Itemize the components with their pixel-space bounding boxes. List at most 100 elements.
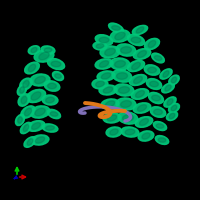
Ellipse shape: [152, 95, 160, 101]
Ellipse shape: [47, 109, 61, 119]
Ellipse shape: [103, 113, 121, 123]
Ellipse shape: [135, 117, 153, 127]
Ellipse shape: [28, 46, 40, 54]
Ellipse shape: [163, 71, 169, 77]
Ellipse shape: [97, 71, 115, 81]
Ellipse shape: [21, 106, 35, 118]
Ellipse shape: [35, 137, 45, 143]
Ellipse shape: [131, 89, 149, 99]
Ellipse shape: [106, 127, 122, 137]
Ellipse shape: [31, 123, 41, 129]
Ellipse shape: [24, 108, 32, 116]
Ellipse shape: [110, 58, 130, 70]
Ellipse shape: [150, 81, 158, 87]
Ellipse shape: [115, 32, 125, 40]
Ellipse shape: [18, 94, 30, 106]
Ellipse shape: [100, 46, 120, 58]
Ellipse shape: [165, 85, 171, 91]
Ellipse shape: [31, 92, 41, 100]
Ellipse shape: [27, 121, 45, 131]
Ellipse shape: [39, 52, 49, 60]
Ellipse shape: [47, 58, 65, 70]
Ellipse shape: [105, 48, 115, 56]
Ellipse shape: [169, 75, 179, 85]
Ellipse shape: [148, 92, 164, 104]
Ellipse shape: [95, 59, 113, 69]
Ellipse shape: [41, 46, 55, 54]
Ellipse shape: [46, 97, 54, 103]
Ellipse shape: [171, 77, 177, 83]
Ellipse shape: [92, 79, 108, 89]
Ellipse shape: [171, 105, 177, 111]
Ellipse shape: [137, 105, 147, 111]
Ellipse shape: [48, 83, 56, 89]
Ellipse shape: [96, 44, 104, 48]
Ellipse shape: [109, 23, 123, 33]
Ellipse shape: [35, 76, 45, 84]
Ellipse shape: [103, 87, 113, 93]
Ellipse shape: [23, 124, 29, 132]
Ellipse shape: [21, 96, 27, 104]
Ellipse shape: [118, 112, 138, 124]
Ellipse shape: [116, 98, 136, 110]
Ellipse shape: [30, 74, 50, 86]
Ellipse shape: [96, 81, 104, 87]
Ellipse shape: [127, 34, 145, 46]
Ellipse shape: [153, 121, 167, 131]
Ellipse shape: [114, 84, 134, 96]
Ellipse shape: [121, 127, 139, 137]
Ellipse shape: [121, 101, 131, 107]
Ellipse shape: [133, 49, 151, 59]
Ellipse shape: [158, 138, 166, 142]
Ellipse shape: [127, 60, 145, 72]
Ellipse shape: [119, 87, 129, 93]
Ellipse shape: [42, 95, 58, 105]
Ellipse shape: [34, 50, 54, 62]
Ellipse shape: [44, 48, 52, 52]
Ellipse shape: [31, 47, 37, 53]
Ellipse shape: [148, 40, 156, 48]
Ellipse shape: [133, 103, 151, 113]
Ellipse shape: [121, 47, 131, 53]
Ellipse shape: [160, 69, 172, 79]
Ellipse shape: [162, 83, 174, 93]
Ellipse shape: [42, 124, 58, 132]
Ellipse shape: [17, 85, 27, 95]
Ellipse shape: [117, 73, 127, 79]
Ellipse shape: [46, 126, 54, 130]
Ellipse shape: [23, 80, 29, 88]
Ellipse shape: [107, 115, 117, 121]
Ellipse shape: [110, 129, 118, 135]
Ellipse shape: [129, 74, 147, 86]
Ellipse shape: [142, 133, 150, 139]
Ellipse shape: [169, 113, 175, 119]
Ellipse shape: [164, 97, 176, 107]
Ellipse shape: [154, 56, 162, 60]
Ellipse shape: [44, 81, 60, 91]
Ellipse shape: [18, 117, 22, 123]
Ellipse shape: [25, 62, 39, 74]
Ellipse shape: [52, 71, 64, 81]
Ellipse shape: [99, 85, 117, 95]
Ellipse shape: [156, 124, 164, 128]
Ellipse shape: [132, 62, 140, 70]
Ellipse shape: [26, 89, 46, 103]
Ellipse shape: [144, 65, 160, 75]
Ellipse shape: [138, 131, 154, 141]
Ellipse shape: [105, 101, 115, 107]
Ellipse shape: [144, 38, 160, 50]
Ellipse shape: [93, 42, 107, 50]
Ellipse shape: [167, 99, 173, 105]
Ellipse shape: [134, 76, 142, 84]
Ellipse shape: [148, 67, 156, 73]
Ellipse shape: [123, 115, 133, 121]
Ellipse shape: [27, 139, 33, 145]
Ellipse shape: [20, 87, 24, 93]
Ellipse shape: [166, 111, 178, 121]
Ellipse shape: [116, 44, 136, 56]
Ellipse shape: [132, 25, 148, 35]
Ellipse shape: [99, 61, 109, 67]
Ellipse shape: [20, 78, 32, 90]
Ellipse shape: [155, 136, 169, 144]
Ellipse shape: [28, 64, 36, 72]
